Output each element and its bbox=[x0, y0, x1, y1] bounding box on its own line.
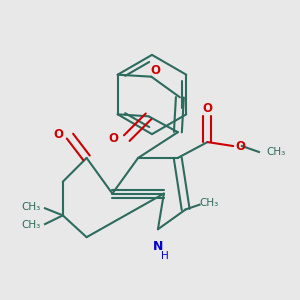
Text: CH₃: CH₃ bbox=[22, 220, 41, 230]
Text: O: O bbox=[150, 64, 160, 77]
Text: CH₃: CH₃ bbox=[266, 147, 285, 157]
Text: H: H bbox=[161, 251, 169, 261]
Text: O: O bbox=[53, 128, 63, 141]
Text: N: N bbox=[153, 240, 163, 254]
Text: CH₃: CH₃ bbox=[200, 199, 219, 208]
Text: O: O bbox=[202, 102, 212, 115]
Text: O: O bbox=[108, 132, 118, 145]
Text: CH₃: CH₃ bbox=[22, 202, 41, 212]
Text: O: O bbox=[236, 140, 245, 152]
